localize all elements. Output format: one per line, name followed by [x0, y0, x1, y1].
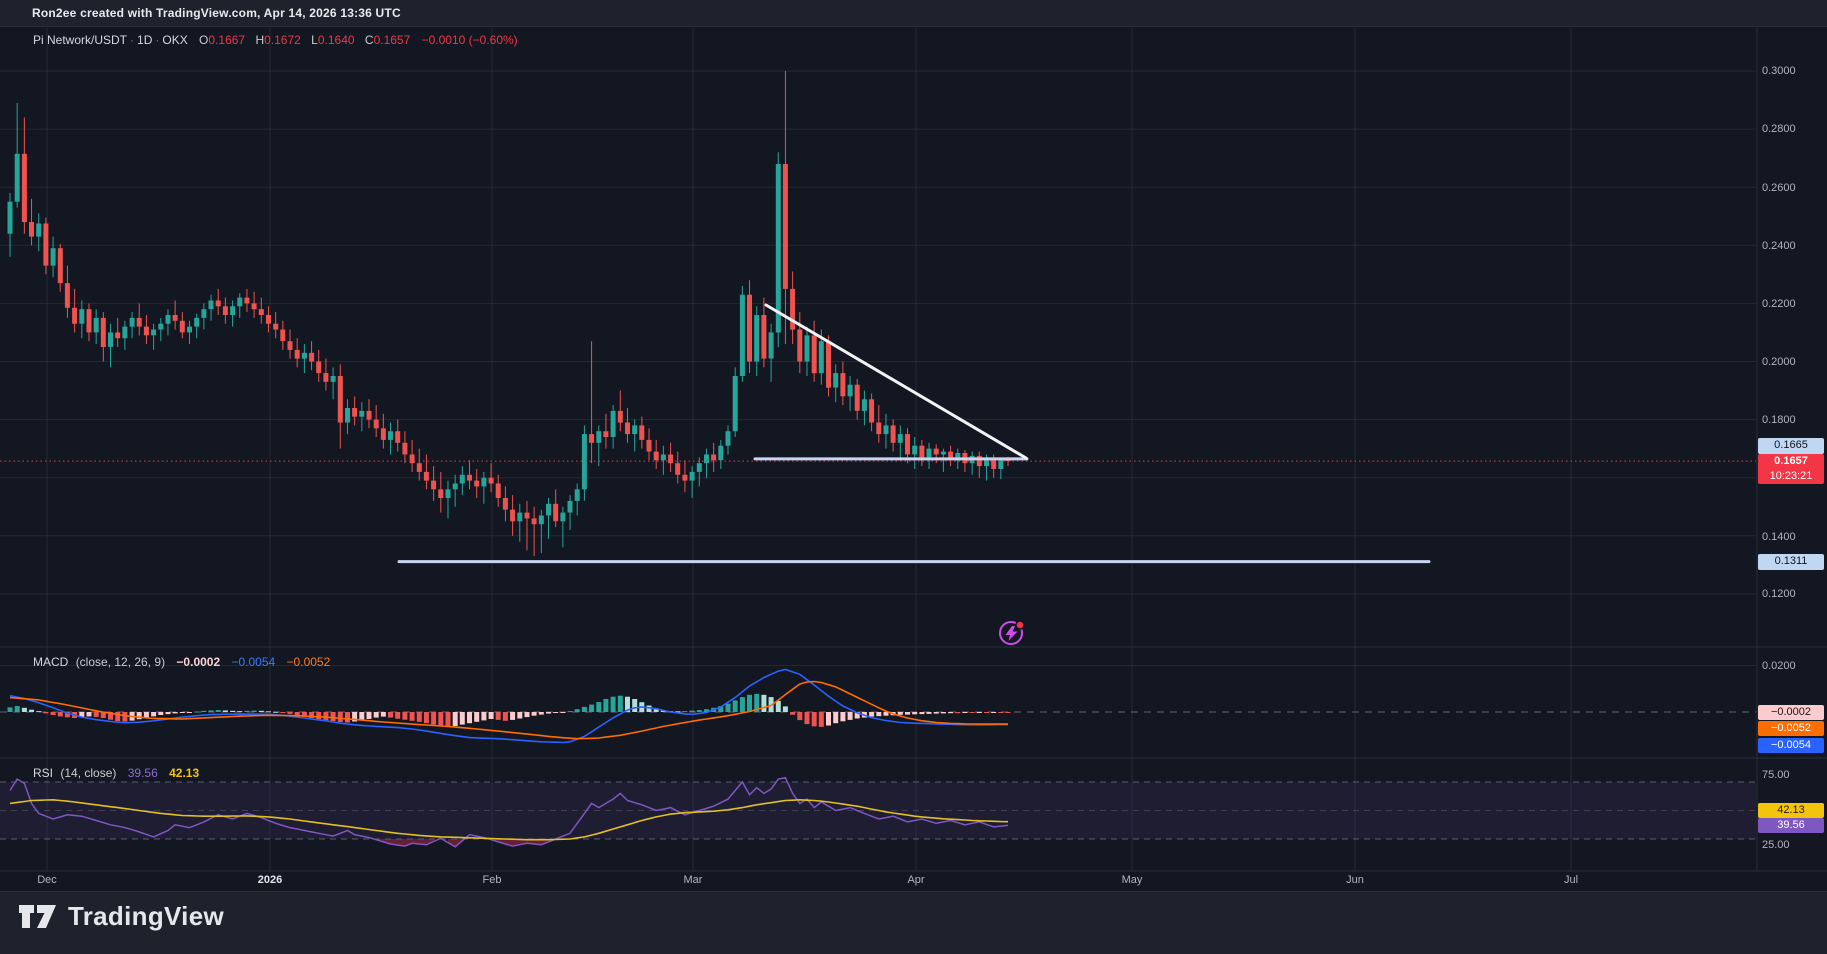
macd-signal-value: −0.0052: [286, 655, 331, 669]
price-axis-tick: 0.2800: [1762, 123, 1796, 135]
attribution-text: Ron2ee created with TradingView.com, Apr…: [32, 6, 401, 20]
price-axis-tick: 0.2000: [1762, 356, 1796, 368]
candles: [7, 71, 1011, 557]
tradingview-logo-text: TradingView: [68, 901, 224, 931]
open-label: O: [199, 33, 209, 47]
time-axis-label: Jul: [1563, 874, 1579, 886]
macd-signal-value-label: −0.0052: [1758, 721, 1824, 736]
price-axis-tick: 0.2600: [1762, 182, 1796, 194]
macd-line-value-label: −0.0054: [1758, 738, 1824, 753]
rsi-params: (14, close): [60, 766, 117, 780]
price-axis-tick: 0.2400: [1762, 240, 1796, 252]
price-axis-tick: 75.00: [1762, 769, 1790, 781]
price-axis-tick: 25.00: [1762, 839, 1790, 851]
low-label: L: [311, 33, 318, 47]
support-price-label: 0.1665: [1758, 438, 1824, 454]
time-axis-label: Mar: [683, 874, 703, 886]
exchange-label[interactable]: OKX: [162, 33, 188, 47]
price-axis-tick: 0.1200: [1762, 588, 1796, 600]
lightning-spark-icon[interactable]: [996, 617, 1028, 654]
major-support-price-label: 0.1311: [1758, 554, 1824, 570]
macd-legend[interactable]: MACD (close, 12, 26, 9) −0.0002 −0.0054 …: [33, 655, 330, 669]
high-value: 0.1672: [264, 33, 301, 47]
open-value: 0.1667: [208, 33, 246, 47]
attribution-bar: Ron2ee created with TradingView.com, Apr…: [0, 0, 1827, 27]
close-label: C: [364, 33, 374, 47]
tradingview-logo[interactable]: TradingView: [18, 901, 224, 932]
rsi-ma-value-label: 42.13: [1758, 803, 1824, 818]
rsi-value: 39.56: [127, 766, 158, 780]
macd-line-value: −0.0054: [231, 655, 276, 669]
macd-hist-value: −0.0002: [176, 655, 221, 669]
macd-title[interactable]: MACD: [33, 655, 69, 669]
interval-label[interactable]: 1D: [137, 33, 153, 47]
high-label: H: [255, 33, 265, 47]
tradingview-logo-icon: [19, 904, 56, 928]
time-axis-label: Dec: [37, 874, 57, 886]
rsi-title[interactable]: RSI: [33, 766, 54, 780]
time-axis-label: 2026: [257, 874, 283, 886]
low-value: 0.1640: [317, 33, 355, 47]
rsi-value-label: 39.56: [1758, 818, 1824, 833]
macd-hist-value-label: −0.0002: [1758, 705, 1824, 720]
macd-histogram: [7, 693, 1011, 727]
rsi-ma-value: 42.13: [169, 766, 200, 780]
price-axis-tick: 0.0200: [1762, 660, 1796, 672]
change-value: −0.0010 (−0.60%): [421, 33, 518, 47]
time-axis-label: Apr: [907, 874, 925, 886]
price-axis-tick: 0.1400: [1762, 531, 1796, 543]
rsi-legend[interactable]: RSI (14, close) 39.56 42.13: [33, 766, 199, 780]
last-price-label: 0.1657 10:23:21: [1758, 454, 1824, 484]
time-axis-label: Jun: [1346, 874, 1364, 886]
time-axis-label: May: [1121, 874, 1143, 886]
symbol-legend[interactable]: Pi Network/USDT · 1D · OKX O0.1667 H0.1672 L…: [33, 33, 518, 47]
macd-params: (close, 12, 26, 9): [75, 655, 166, 669]
price-axis-tick: 0.3000: [1762, 65, 1796, 77]
footer-bar: TradingView: [0, 891, 1827, 954]
price-axis-tick: 0.1800: [1762, 414, 1796, 426]
close-value: 0.1657: [373, 33, 411, 47]
price-axis-tick: 0.2200: [1762, 298, 1796, 310]
time-axis-label: Feb: [482, 874, 502, 886]
symbol-title[interactable]: Pi Network/USDT: [33, 33, 128, 47]
